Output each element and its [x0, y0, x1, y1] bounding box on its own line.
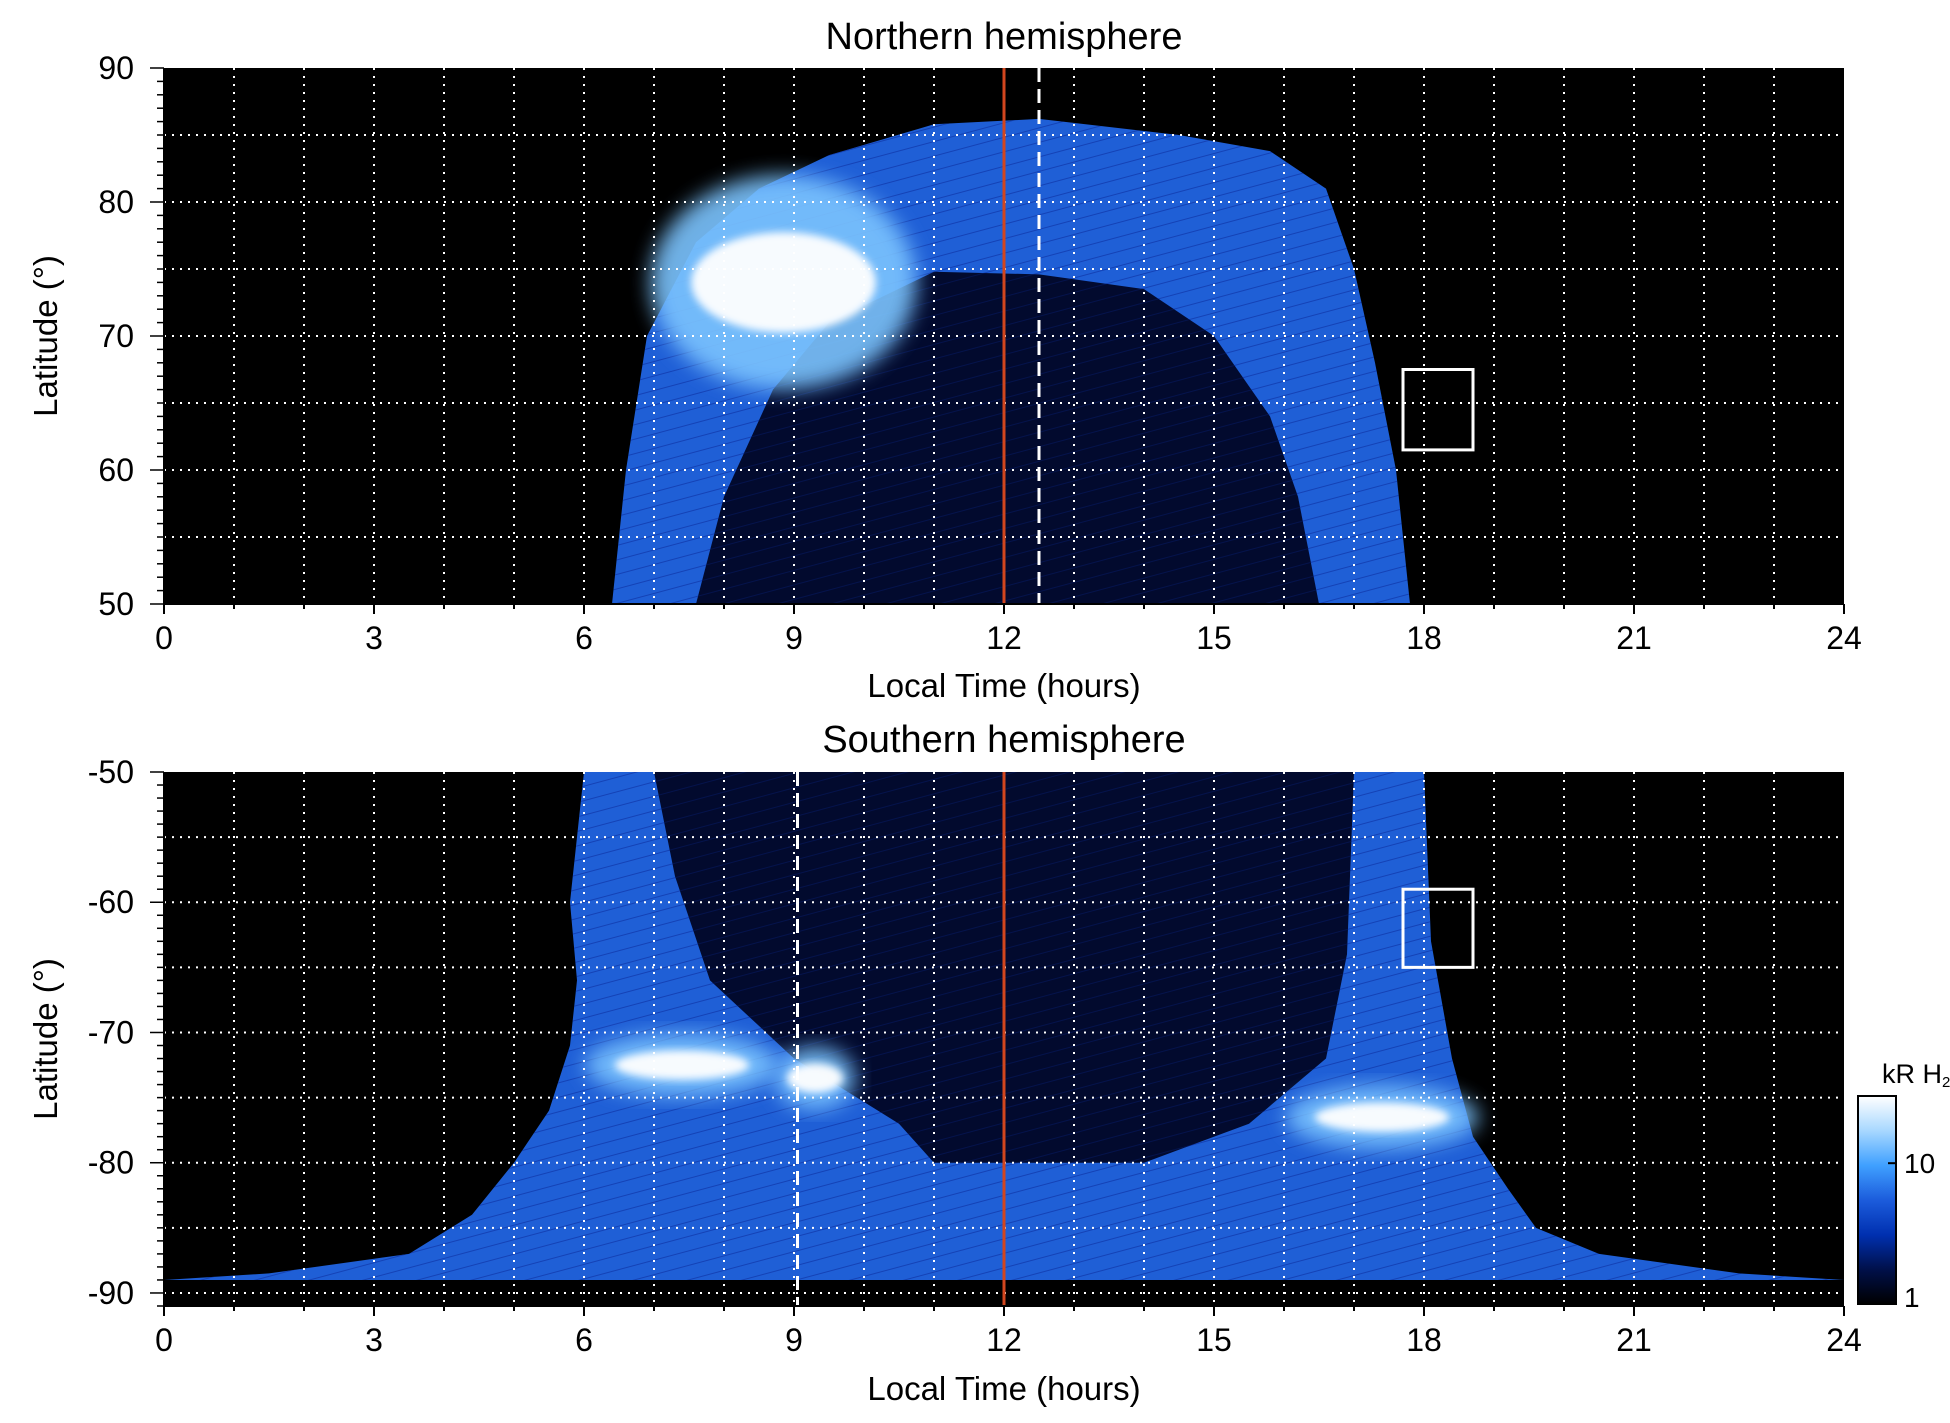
colorbar-tick-label: 10 [1904, 1148, 1935, 1179]
south-x-axis-label: Local Time (hours) [867, 1370, 1140, 1407]
y-tick-label: -50 [88, 754, 134, 790]
y-tick-label: -60 [88, 884, 134, 920]
north-panel: Northern hemisphere 0 3 6 9 12 15 18 21 24 50 60 70… [27, 16, 1862, 704]
north-axes: 0 3 6 9 12 15 18 21 24 50 60 70 80 90 [98, 50, 1861, 656]
colorbar-label: kR H2 [1882, 1059, 1950, 1091]
x-tick-label: 18 [1406, 1322, 1442, 1358]
colorbar-gradient [1857, 1095, 1897, 1305]
south-panel: Southern hemisphere 0 3 6 9 12 15 18 21 24 -50 -60… [27, 719, 1862, 1407]
x-tick-label: 21 [1616, 620, 1652, 656]
x-tick-label: 6 [575, 620, 593, 656]
x-tick-label: 18 [1406, 620, 1442, 656]
x-tick-label: 21 [1616, 1322, 1652, 1358]
y-tick-label: 60 [98, 452, 134, 488]
colorbar-tick-label: 1 [1904, 1282, 1920, 1313]
north-highlight-box [1401, 368, 1475, 452]
y-tick-label: 70 [98, 318, 134, 354]
x-tick-label: 24 [1826, 620, 1862, 656]
x-tick-label: 12 [986, 620, 1022, 656]
x-tick-label: 3 [365, 1322, 383, 1358]
x-tick-label: 15 [1196, 620, 1232, 656]
north-emission-arc [612, 118, 1410, 604]
bright-spot-0 [691, 232, 876, 333]
x-tick-label: 24 [1826, 1322, 1862, 1358]
north-y-axis-label: Latitude (°) [27, 255, 64, 417]
y-tick-label: -80 [88, 1145, 134, 1181]
y-tick-label: 90 [98, 50, 134, 86]
colorbar: kR H2 1 10 [1857, 1059, 1950, 1313]
x-tick-label: 0 [155, 620, 173, 656]
y-tick-label: 50 [98, 586, 134, 622]
x-tick-label: 6 [575, 1322, 593, 1358]
bright-spot-1 [787, 1063, 843, 1093]
south-reference-lines [796, 772, 1006, 1306]
y-tick-label: -90 [88, 1275, 134, 1311]
south-y-axis-label: Latitude (°) [27, 958, 64, 1120]
colorbar-ticks: 1 10 [1888, 1148, 1935, 1313]
south-highlight-box [1401, 887, 1475, 969]
north-title: Northern hemisphere [826, 16, 1183, 58]
x-tick-label: 9 [785, 620, 803, 656]
y-tick-label: -70 [88, 1014, 134, 1050]
x-tick-label: 12 [986, 1322, 1022, 1358]
colorbar-label-main: kR H [1882, 1059, 1942, 1089]
bright-spot-2 [1314, 1102, 1450, 1132]
x-tick-label: 15 [1196, 1322, 1232, 1358]
bright-spot-0 [614, 1050, 750, 1080]
north-reference-lines [1002, 68, 1041, 604]
north-x-axis-label: Local Time (hours) [867, 667, 1140, 704]
south-axes: 0 3 6 9 12 15 18 21 24 -50 -60 -70 -80 -90 [88, 754, 1862, 1358]
south-title: Southern hemisphere [822, 719, 1185, 761]
y-tick-label: 80 [98, 184, 134, 220]
x-tick-label: 9 [785, 1322, 803, 1358]
x-tick-label: 3 [365, 620, 383, 656]
x-tick-label: 0 [155, 1322, 173, 1358]
colorbar-label-subscript: 2 [1942, 1074, 1950, 1091]
